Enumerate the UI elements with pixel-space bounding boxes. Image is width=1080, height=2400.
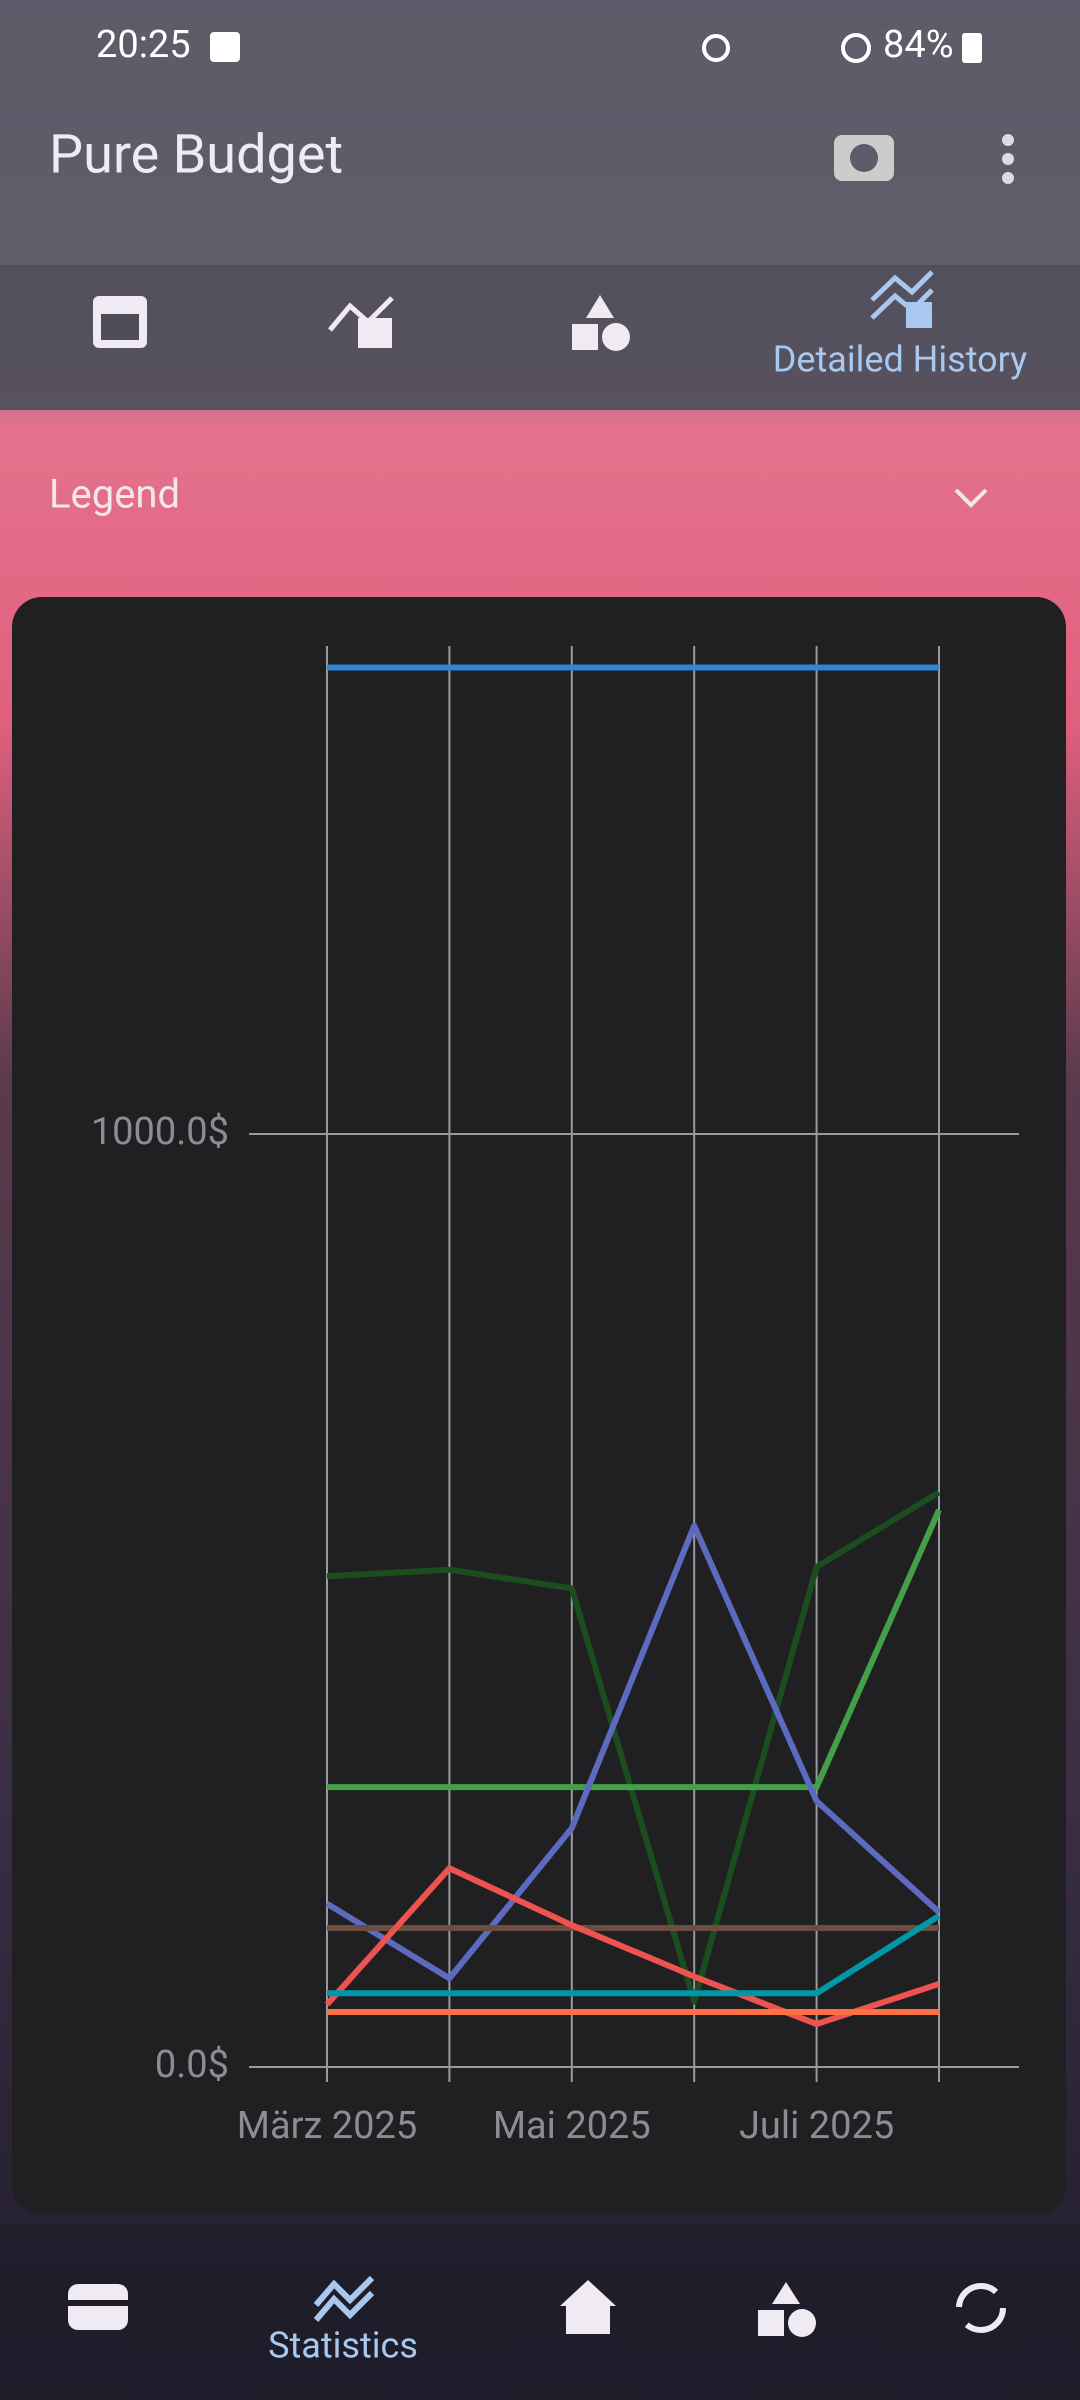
series-line [325,1522,942,1982]
bottom-nav [0,2225,1080,2400]
categories-tab[interactable] [572,295,630,351]
chart-tab[interactable] [328,296,394,348]
categories-nav[interactable] [758,2282,816,2337]
wallet-nav[interactable] [68,2284,128,2330]
sync-nav[interactable] [956,2283,1006,2333]
y-tick-label: 0.0$ [155,2043,229,2087]
x-tick-label: Juli 2025 [739,2104,894,2148]
statistics-nav[interactable]: Statistics [268,2275,418,2367]
status-time: 20:25 [96,23,191,67]
battery-icon [962,33,982,63]
chart: März 2025 Mai 2025 Juli 2025 0.0$ 1000.0$ [91,646,1019,2148]
history-tab[interactable]: Detailed History [773,270,1027,381]
calendar-tab[interactable] [93,296,147,348]
tab-label: Detailed History [773,339,1027,381]
y-tick-label: 1000.0$ [91,1110,229,1154]
app-title: Pure Budget [49,123,343,186]
status-icon [702,34,730,62]
series-line [324,1865,940,2028]
status-icon [210,32,240,62]
series-line [327,1913,941,1997]
status-battery: 84% [883,23,954,67]
nav-label: Statistics [268,2325,418,2367]
legend-toggle[interactable]: Legend [49,471,988,518]
tab-bar [0,265,1080,410]
camera-button[interactable] [834,135,894,181]
series-line [327,1508,942,1791]
chart-card [12,597,1066,2215]
legend-label: Legend [49,471,180,518]
series-line [326,1489,941,2005]
status-icon [841,33,871,63]
menu-button[interactable] [1002,134,1014,184]
x-tick-label: Mai 2025 [493,2104,651,2148]
x-tick-label: März 2025 [237,2104,417,2148]
home-nav[interactable] [560,2280,616,2334]
